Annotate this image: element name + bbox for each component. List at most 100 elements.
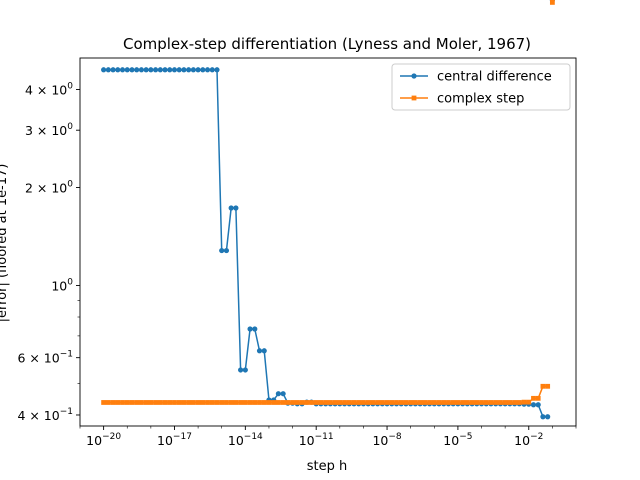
data-point [271, 400, 277, 405]
data-point [205, 400, 210, 405]
data-point [228, 205, 234, 211]
data-point [502, 400, 508, 405]
data-point [157, 400, 163, 405]
data-point [143, 67, 149, 73]
data-point [129, 400, 135, 405]
data-point [105, 400, 111, 405]
legend-item: complex step [400, 92, 524, 107]
data-point [498, 400, 503, 405]
data-point [115, 67, 121, 73]
data-point [276, 400, 281, 405]
data-point [167, 400, 173, 405]
data-point [337, 400, 343, 405]
data-point [275, 391, 282, 397]
data-point [431, 400, 437, 405]
data-point [171, 67, 178, 73]
data-point [238, 400, 244, 405]
data-point [351, 400, 357, 405]
data-point [342, 400, 347, 405]
data-point [153, 400, 158, 405]
data-point [139, 400, 144, 405]
data-point [176, 67, 182, 73]
legend: central difference complex step [391, 63, 571, 111]
y-tick-label: 100 [51, 277, 73, 293]
data-point [493, 400, 499, 405]
data-point [176, 400, 182, 405]
data-point [120, 400, 125, 405]
x-tick-label: 10−2 [514, 432, 543, 448]
data-point [375, 400, 380, 405]
data-point [398, 400, 404, 405]
data-point [327, 400, 333, 405]
data-point [285, 400, 291, 405]
data-point [167, 67, 173, 73]
data-point [417, 400, 423, 405]
data-point [474, 400, 480, 405]
plot-frame [79, 57, 577, 427]
data-point [408, 400, 414, 405]
data-point [200, 400, 206, 405]
chart-title: Complex-step differentiation (Lyness and… [123, 35, 531, 53]
data-point [200, 67, 206, 73]
data-point [157, 67, 163, 73]
data-point [257, 400, 262, 405]
data-point [531, 395, 536, 401]
data-point [242, 367, 248, 373]
data-point [394, 400, 399, 405]
data-point [540, 383, 546, 389]
data-point [379, 400, 385, 405]
data-point [101, 67, 107, 73]
axes: 10−20 10−17 10−14 10−11 10−8 10−5 10−2 4 × 10−1… [17, 57, 577, 448]
data-point [535, 395, 541, 401]
legend-label: central difference [437, 70, 552, 85]
data-point [247, 400, 253, 405]
data-point [162, 400, 168, 405]
x-tick-label: 10−14 [228, 432, 263, 448]
data-point [389, 400, 395, 405]
data-point [190, 67, 196, 73]
x-tick-label: 10−8 [372, 432, 401, 448]
data-point [209, 400, 215, 405]
data-point [134, 400, 140, 405]
data-point [148, 67, 154, 73]
data-point [162, 67, 168, 73]
data-point [535, 402, 541, 408]
x-axis-label: step h [307, 459, 348, 474]
data-point [134, 67, 140, 73]
data-point [304, 400, 310, 405]
data-point [384, 400, 390, 405]
y-axis-label: |error| (floored at 1e-17) [0, 164, 10, 323]
data-point [115, 400, 121, 405]
data-point [181, 67, 187, 73]
data-point [124, 400, 130, 405]
data-point [441, 400, 447, 405]
data-point [412, 400, 418, 405]
data-point [143, 400, 149, 405]
data-point [526, 399, 532, 405]
data-point [252, 400, 258, 405]
data-point [479, 400, 484, 405]
data-point [403, 400, 409, 405]
data-point [124, 67, 130, 73]
series-line [103, 69, 548, 418]
data-point [469, 400, 475, 405]
data-point [186, 67, 192, 73]
data-point [129, 67, 135, 73]
y-tick-label: 2 × 100 [25, 180, 73, 196]
data-point [280, 391, 286, 397]
series-line [103, 385, 548, 404]
data-point [549, 0, 555, 5]
data-point [488, 400, 494, 405]
data-point [313, 400, 319, 405]
data-point [181, 400, 187, 405]
data-point [238, 367, 244, 373]
data-point [332, 400, 338, 405]
y-tick-label: 4 × 10−1 [17, 407, 73, 423]
data-point [323, 400, 329, 405]
data-point [280, 400, 286, 405]
data-point [318, 400, 324, 405]
data-point [252, 326, 258, 332]
data-point [446, 400, 451, 405]
x-tick-label: 10−20 [86, 432, 121, 448]
data-point [290, 400, 295, 405]
